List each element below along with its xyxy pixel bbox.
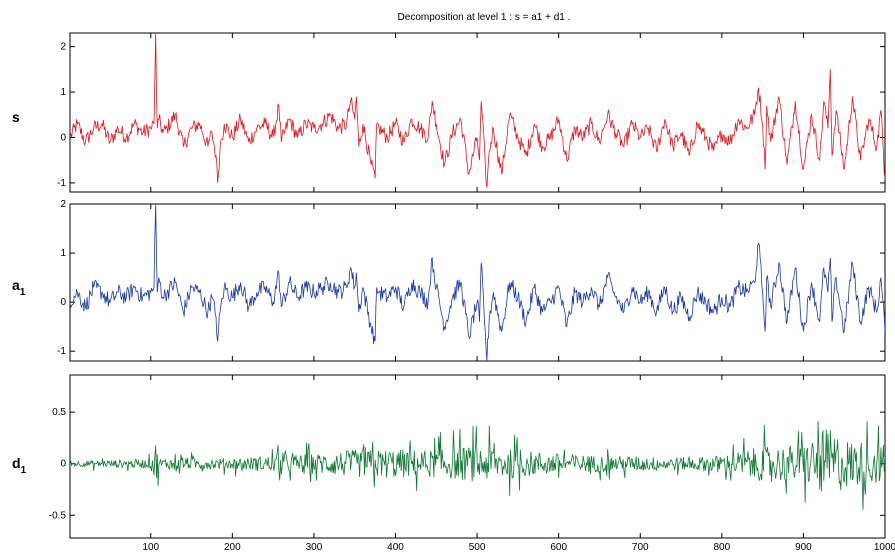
y-axis-label-subscript: 1: [21, 465, 27, 476]
x-tick-label: 100: [142, 542, 159, 553]
x-tick-label: 700: [632, 542, 649, 553]
y-tick-label: 0: [60, 459, 66, 470]
axes-frame: [69, 203, 886, 362]
x-tick-label: 200: [224, 542, 241, 553]
y-tick-label: -1: [57, 346, 66, 357]
y-tick-label: 1: [60, 248, 66, 259]
y-axis-label: a1: [12, 277, 26, 298]
y-tick-label: 2: [60, 199, 66, 210]
axes-frame: [69, 32, 886, 193]
x-tick-label: 900: [795, 542, 812, 553]
y-axis-label-subscript: 1: [20, 287, 26, 298]
y-tick-label: 0: [60, 132, 66, 143]
y-axis-label: s: [12, 109, 20, 125]
panel-3: 100 200 300 400 500 600 700 800 900 1000 -0.5 0 0.5 d…: [12, 374, 895, 553]
series-line: [70, 33, 885, 188]
y-tick-label: 0: [60, 297, 66, 308]
y-tick-label: -0.5: [49, 510, 67, 521]
panel-1: -1 0 1 2 s: [12, 32, 886, 193]
x-tick-label: 400: [387, 542, 404, 553]
x-tick-label: 1000: [874, 542, 895, 553]
series-line: [70, 421, 885, 510]
x-tick-label: 500: [469, 542, 486, 553]
chart-title: Decomposition at level 1 : s = a1 + d1 .: [398, 12, 571, 23]
axes-frame: [69, 374, 886, 539]
x-tick-label: 300: [306, 542, 323, 553]
x-tick-label: 600: [550, 542, 567, 553]
y-tick-label: 1: [60, 87, 66, 98]
x-tick-label: 800: [713, 542, 730, 553]
y-tick-label: 2: [60, 42, 66, 53]
panels: -1 0 1 2 s -1 0 1 2 a1 100 200 300 400 500 600 700 800 900…: [12, 32, 895, 553]
y-tick-label: 0.5: [52, 407, 66, 418]
y-tick-label: -1: [57, 178, 66, 189]
y-axis-label: d1: [12, 455, 27, 476]
series-line: [70, 204, 885, 361]
panel-2: -1 0 1 2 a1: [12, 199, 886, 362]
